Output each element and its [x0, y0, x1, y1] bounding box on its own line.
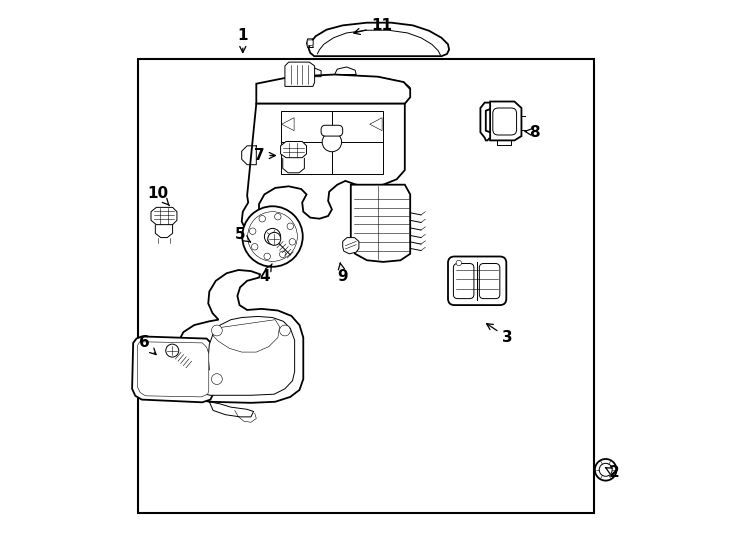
Polygon shape	[175, 270, 303, 403]
Polygon shape	[490, 102, 521, 140]
Circle shape	[211, 325, 222, 336]
Circle shape	[166, 344, 179, 357]
Circle shape	[280, 251, 286, 258]
Text: 3: 3	[487, 323, 513, 345]
Text: 4: 4	[259, 264, 272, 284]
Circle shape	[259, 215, 266, 222]
FancyBboxPatch shape	[308, 40, 313, 45]
Circle shape	[322, 132, 341, 152]
Text: 1: 1	[238, 28, 248, 52]
Text: 9: 9	[338, 263, 348, 284]
Circle shape	[242, 206, 302, 267]
Circle shape	[264, 253, 270, 260]
Text: 6: 6	[139, 335, 156, 355]
Text: 10: 10	[148, 186, 170, 206]
Polygon shape	[285, 62, 315, 86]
Text: 7: 7	[254, 148, 275, 163]
Circle shape	[595, 459, 617, 481]
Circle shape	[280, 325, 291, 336]
Polygon shape	[480, 103, 490, 140]
Circle shape	[250, 228, 256, 234]
Circle shape	[287, 223, 294, 230]
FancyBboxPatch shape	[493, 108, 517, 135]
Bar	[137, 59, 594, 513]
Circle shape	[275, 213, 281, 220]
Polygon shape	[356, 77, 410, 104]
Circle shape	[268, 232, 281, 245]
Text: 8: 8	[525, 125, 539, 140]
FancyBboxPatch shape	[454, 264, 474, 299]
Circle shape	[252, 244, 258, 250]
Text: 11: 11	[354, 18, 393, 35]
FancyBboxPatch shape	[321, 125, 343, 136]
FancyBboxPatch shape	[448, 256, 506, 305]
Circle shape	[211, 374, 222, 384]
Polygon shape	[213, 320, 280, 352]
Polygon shape	[351, 185, 410, 262]
Polygon shape	[309, 23, 449, 56]
Polygon shape	[151, 207, 177, 225]
Polygon shape	[137, 342, 208, 397]
Polygon shape	[256, 75, 410, 104]
Polygon shape	[280, 141, 307, 158]
Circle shape	[247, 212, 297, 261]
FancyBboxPatch shape	[479, 264, 500, 299]
Circle shape	[599, 463, 612, 476]
Polygon shape	[282, 118, 294, 131]
Polygon shape	[343, 238, 359, 254]
Text: 2: 2	[606, 465, 619, 480]
Polygon shape	[280, 111, 383, 174]
Polygon shape	[241, 104, 404, 231]
Polygon shape	[370, 118, 382, 131]
Circle shape	[289, 239, 296, 245]
Polygon shape	[132, 336, 214, 402]
Polygon shape	[184, 316, 294, 395]
Circle shape	[456, 260, 462, 266]
Circle shape	[264, 228, 280, 245]
Text: 5: 5	[235, 227, 250, 242]
